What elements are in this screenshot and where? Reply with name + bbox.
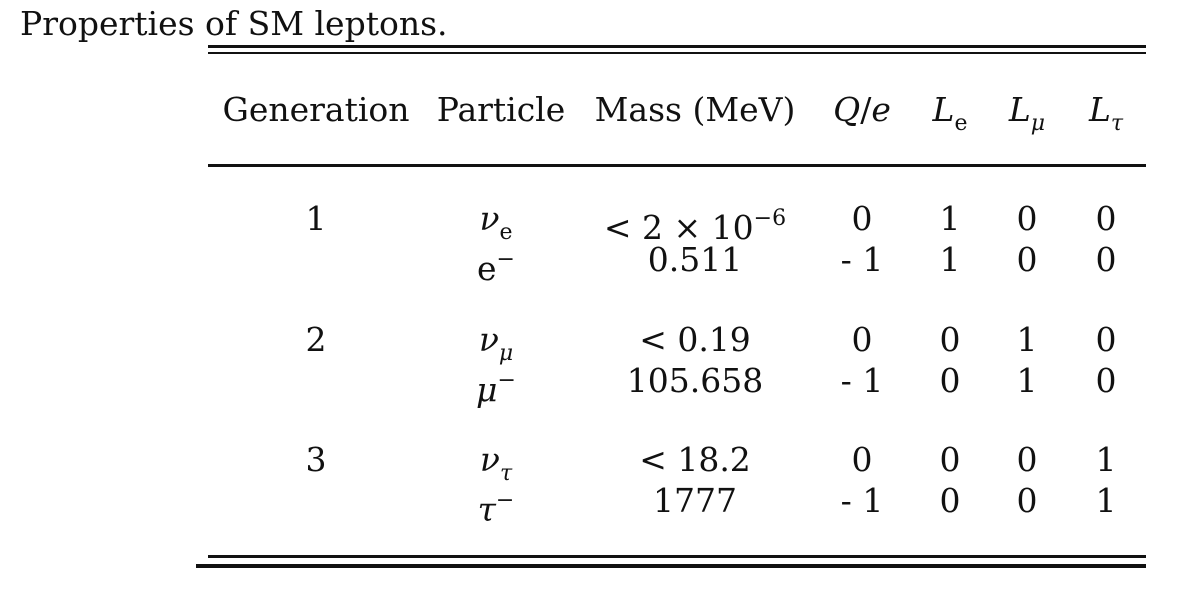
top-rule-double <box>208 52 1146 54</box>
cell-charge: - 1 <box>840 240 884 279</box>
cell-mass: 105.658 <box>626 361 764 400</box>
cell-le: 0 <box>939 481 961 520</box>
cell-mass: 0.511 <box>647 240 743 279</box>
cell-lmu: 0 <box>1016 240 1038 279</box>
cell-ltau: 0 <box>1095 199 1117 238</box>
cell-mass: < 0.19 <box>639 320 751 359</box>
cell-mass: < 2 × 10−6 <box>603 206 787 247</box>
cell-mass: < 18.2 <box>639 440 751 479</box>
header-generation: Generation <box>222 90 410 129</box>
cell-charge: - 1 <box>840 481 884 520</box>
bottom-rule-double <box>196 564 1146 568</box>
cell-generation: 2 <box>305 320 327 359</box>
header-electron-number: Le <box>932 90 968 136</box>
cell-le: 0 <box>939 440 961 479</box>
header-particle: Particle <box>436 90 566 129</box>
cell-charge: - 1 <box>840 361 884 400</box>
cell-ltau: 0 <box>1095 361 1117 400</box>
top-rule <box>208 45 1146 48</box>
header-rule <box>208 164 1146 167</box>
cell-particle-nu-tau: ντ <box>479 440 513 486</box>
cell-le: 0 <box>939 320 961 359</box>
header-mass: Mass (MeV) <box>594 90 796 129</box>
header-tau-number: Lτ <box>1088 90 1124 136</box>
cell-le: 1 <box>939 199 961 238</box>
cell-generation: 3 <box>305 440 327 479</box>
cell-ltau: 0 <box>1095 240 1117 279</box>
bottom-rule <box>208 555 1146 558</box>
cell-particle-nu-e: νe <box>479 199 513 245</box>
cell-ltau: 1 <box>1095 440 1117 479</box>
cell-lmu: 0 <box>1016 199 1038 238</box>
cell-particle-nu-mu: νμ <box>478 320 514 366</box>
header-charge: Q/e <box>833 90 891 129</box>
table-caption: Properties of SM leptons. <box>20 4 448 43</box>
cell-particle-muon: μ− <box>476 368 516 409</box>
cell-mass: 1777 <box>653 481 737 520</box>
cell-particle-tau: τ− <box>477 488 515 529</box>
cell-le: 1 <box>939 240 961 279</box>
cell-lmu: 1 <box>1016 361 1038 400</box>
cell-particle-electron: e− <box>477 247 515 288</box>
cell-charge: 0 <box>851 440 873 479</box>
cell-charge: 0 <box>851 320 873 359</box>
cell-ltau: 0 <box>1095 320 1117 359</box>
cell-le: 0 <box>939 361 961 400</box>
cell-ltau: 1 <box>1095 481 1117 520</box>
cell-lmu: 0 <box>1016 481 1038 520</box>
header-muon-number: Lμ <box>1008 90 1046 136</box>
cell-generation: 1 <box>305 199 327 238</box>
cell-charge: 0 <box>851 199 873 238</box>
cell-lmu: 1 <box>1016 320 1038 359</box>
cell-lmu: 0 <box>1016 440 1038 479</box>
